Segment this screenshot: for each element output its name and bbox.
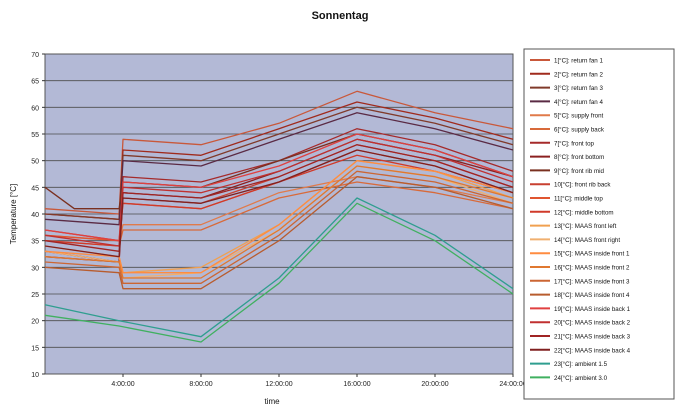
y-tick-label: 20	[31, 319, 39, 326]
x-tick-label: 24:00:00	[499, 381, 526, 388]
y-tick-label: 70	[31, 52, 39, 59]
legend-label: 1[°C]: return fan 1	[554, 58, 603, 65]
y-tick-label: 15	[31, 345, 39, 352]
x-tick-label: 4:00:00	[111, 381, 134, 388]
series-line-22	[44, 149, 514, 258]
legend-label: 4[°C]: return fan 4	[554, 99, 603, 106]
series-line-17	[44, 170, 514, 284]
legend-label: 20[°C]: MAAS inside back 2	[554, 320, 631, 327]
x-axis-label: time	[264, 397, 280, 406]
y-tick-label: 60	[31, 105, 39, 112]
y-tick-label: 65	[31, 79, 39, 86]
y-tick-label: 25	[31, 292, 39, 299]
x-axis: 4:00:00 8:00:00 12:00:00 16:00:00 20:00:00 24…	[111, 374, 527, 388]
legend-label: 10[°C]: front rib back	[554, 182, 611, 189]
series-line-4	[44, 112, 514, 226]
legend-label: 11[°C]: middle top	[554, 196, 603, 203]
legend-label: 9[°C]: front rib mid	[554, 168, 604, 175]
legend-label: 13[°C]: MAAS front left	[554, 223, 617, 230]
legend-label: 23[°C]: ambient 1.5	[554, 361, 608, 368]
series-line-18	[44, 176, 514, 290]
y-axis: 10 15 20 25 30 35 40 45 50 55 60 65 70	[31, 52, 45, 379]
legend-label: 21[°C]: MAAS inside back 3	[554, 334, 631, 341]
legend-label: 6[°C]: supply back	[554, 127, 605, 134]
y-tick-label: 45	[31, 185, 39, 192]
series-lines	[44, 90, 514, 343]
chart-title: Sonnentag	[312, 10, 369, 22]
y-tick-label: 35	[31, 239, 39, 246]
legend-label: 18[°C]: MAAS inside front 4	[554, 292, 630, 299]
legend-label: 19[°C]: MAAS inside back 1	[554, 306, 631, 313]
legend-label: 24[°C]: ambient 3.0	[554, 375, 608, 382]
legend-label: 17[°C]: MAAS inside front 3	[554, 278, 630, 285]
x-tick-label: 12:00:00	[265, 381, 292, 388]
legend-label: 7[°C]: front top	[554, 140, 595, 147]
x-tick-label: 16:00:00	[343, 381, 370, 388]
legend-label: 15[°C]: MAAS inside front 1	[554, 251, 630, 258]
legend-label: 14[°C]: MAAS front right	[554, 237, 620, 244]
series-line-16	[44, 165, 514, 279]
legend-label: 8[°C]: front bottom	[554, 154, 604, 161]
series-line-15	[44, 160, 514, 274]
legend-entries: 1[°C]: return fan 1 2[°C]: return fan 2 3[…	[530, 58, 631, 382]
legend-label: 16[°C]: MAAS inside front 2	[554, 265, 630, 272]
y-tick-label: 55	[31, 132, 39, 139]
y-tick-label: 10	[31, 372, 39, 379]
y-axis-label: Temperature [°C]	[9, 184, 18, 245]
x-tick-label: 20:00:00	[421, 381, 448, 388]
y-tick-label: 30	[31, 265, 39, 272]
y-tick-label: 50	[31, 159, 39, 166]
series-line-24	[44, 202, 514, 343]
legend-label: 22[°C]: MAAS inside back 4	[554, 347, 631, 354]
series-line-23	[44, 197, 514, 338]
legend	[523, 48, 675, 400]
legend-label: 2[°C]: return fan 2	[554, 71, 603, 78]
x-tick-label: 8:00:00	[189, 381, 212, 388]
legend-label: 12[°C]: middle bottom	[554, 209, 614, 216]
y-tick-label: 40	[31, 212, 39, 219]
legend-label: 5[°C]: supply front	[554, 113, 604, 120]
legend-label: 3[°C]: return fan 3	[554, 85, 603, 92]
